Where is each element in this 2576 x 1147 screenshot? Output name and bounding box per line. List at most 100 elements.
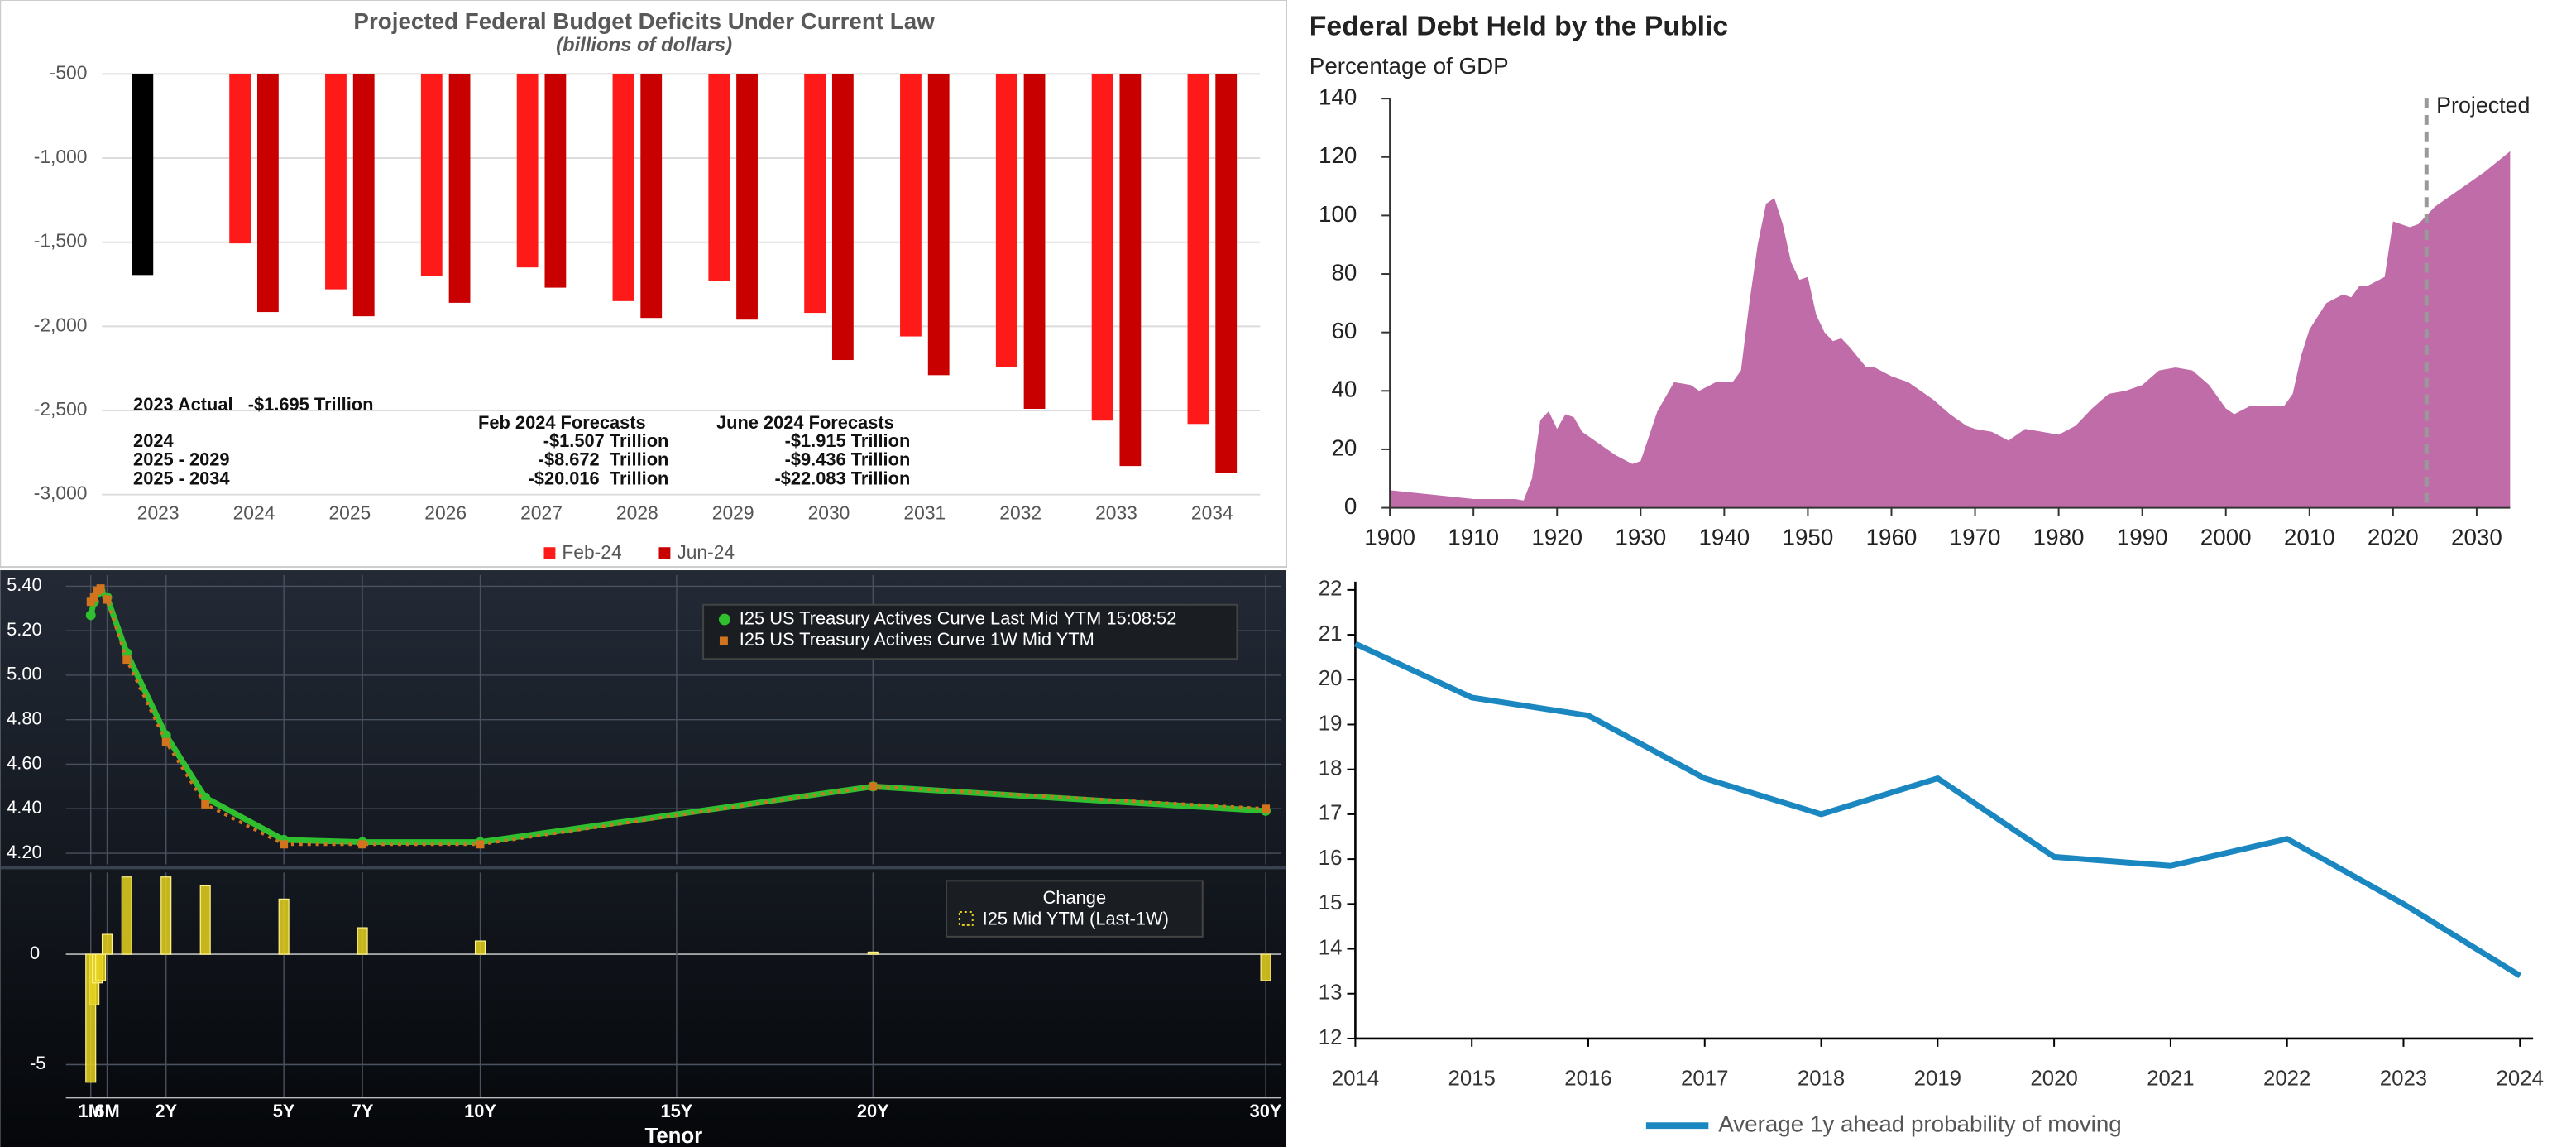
- legend-swatch: [658, 547, 671, 559]
- marker: [89, 593, 98, 602]
- annotation: -$22.083 Trillion: [774, 468, 910, 489]
- legend-box: [702, 603, 1238, 660]
- legend-label: Feb-24: [562, 541, 622, 563]
- bar: [1187, 74, 1209, 425]
- y-tick-label: 15: [1319, 891, 1343, 914]
- y-tick-label: 19: [1319, 712, 1343, 735]
- y-tick-label: 4.40: [7, 797, 41, 818]
- legend-box: [945, 880, 1204, 938]
- annotation: 2024: [133, 430, 174, 451]
- legend-label: I25 Mid YTM (Last-1W): [983, 909, 1169, 929]
- bar: [1260, 953, 1271, 981]
- panel: [0, 570, 1287, 1147]
- annotation: June 2024 Forecasts: [716, 412, 894, 433]
- bar: [927, 74, 950, 376]
- y-tick-label: 5.00: [7, 664, 41, 684]
- x-tick-label: 2020: [2030, 1067, 2077, 1090]
- x-tick-label: 30Y: [1250, 1101, 1282, 1121]
- marker: [160, 730, 171, 741]
- bar: [995, 74, 1017, 367]
- x-tick-label: 2026: [424, 502, 467, 524]
- y-tick-label: 140: [1319, 84, 1357, 109]
- y-tick-label: -2,500: [34, 398, 88, 420]
- x-tick-label: 2000: [2200, 525, 2252, 550]
- y-tick-label: 12: [1319, 1026, 1343, 1049]
- x-tick-label: 1960: [1866, 525, 1918, 550]
- y-tick-label: -2,000: [34, 314, 88, 335]
- marker: [201, 799, 210, 809]
- bar: [804, 74, 826, 314]
- y-tick-label: 20: [1331, 434, 1357, 460]
- x-tick-label: 2024: [233, 502, 275, 524]
- line: [1353, 641, 2522, 979]
- chart-title: Federal Debt Held by the Public: [1310, 11, 1728, 42]
- marker: [103, 595, 112, 604]
- x-tick-label: 2025: [328, 502, 371, 524]
- bar: [199, 885, 211, 955]
- x-tick-label: 2030: [2451, 525, 2502, 550]
- y-tick-label: 120: [1319, 142, 1357, 168]
- x-tick-label: 2018: [1798, 1067, 1845, 1090]
- y-tick-label: 20: [1319, 667, 1343, 690]
- bar: [708, 74, 730, 281]
- legend-label: Jun-24: [677, 541, 735, 563]
- legend-title: Change: [1043, 887, 1106, 908]
- annotation: -$20.016 Trillion: [529, 468, 669, 489]
- legend-label: I25 US Treasury Actives Curve 1W Mid YTM: [740, 629, 1094, 650]
- x-tick-label: 2023: [137, 502, 180, 524]
- bar: [420, 74, 443, 276]
- x-axis-label: Tenor: [644, 1125, 702, 1147]
- marker: [96, 584, 105, 593]
- legend-swatch: [543, 547, 556, 559]
- x-tick-label: 2024: [2497, 1067, 2544, 1090]
- y-tick-label: 40: [1331, 377, 1357, 402]
- x-tick-label: 2019: [1914, 1067, 1961, 1090]
- chart-title: Projected Federal Budget Deficits Under …: [353, 8, 935, 34]
- y-tick-label: -500: [50, 61, 88, 83]
- marker: [869, 782, 878, 791]
- x-tick-label: 2010: [2284, 525, 2335, 550]
- marker: [200, 792, 211, 803]
- legend-swatch: [958, 911, 974, 926]
- x-tick-label: 6M: [94, 1101, 119, 1121]
- y-tick-label: 13: [1319, 981, 1343, 1005]
- bar: [325, 74, 347, 290]
- y-tick-label: 18: [1319, 757, 1343, 780]
- x-tick-label: 2020: [2368, 525, 2419, 550]
- y-tick-label: 4.80: [7, 708, 41, 728]
- chart-subtitle: Percentage of GDP: [1310, 53, 1509, 79]
- annotation: Feb 2024 Forecasts: [478, 412, 646, 433]
- annotation: 2025 - 2034: [133, 468, 230, 489]
- bar: [101, 933, 113, 955]
- annotation: Projected: [2436, 93, 2530, 118]
- marker: [161, 737, 170, 746]
- bar: [278, 898, 290, 955]
- y-tick-label: 80: [1331, 259, 1357, 285]
- bar: [544, 74, 567, 288]
- legend-label: Average 1y ahead probability of moving: [1718, 1111, 2122, 1137]
- marker: [85, 610, 96, 621]
- y-tick-label: 21: [1319, 622, 1343, 645]
- x-tick-label: 2017: [1681, 1067, 1728, 1090]
- x-tick-label: 1940: [1698, 525, 1750, 550]
- area: [1390, 151, 2511, 508]
- marker: [476, 840, 485, 849]
- annotation: -$1.915 Trillion: [785, 430, 911, 451]
- y-tick-label: 0: [30, 943, 40, 963]
- x-tick-label: 2021: [2147, 1067, 2194, 1090]
- x-tick-label: 20Y: [857, 1101, 889, 1121]
- annotation: -$8.672 Trillion: [539, 449, 669, 470]
- bar: [612, 74, 634, 301]
- marker: [358, 840, 367, 849]
- bar: [736, 74, 758, 320]
- y-tick-label: -5: [30, 1053, 45, 1073]
- x-tick-label: 2022: [2263, 1067, 2310, 1090]
- y-tick-label: 16: [1319, 847, 1343, 870]
- bar: [121, 876, 132, 955]
- bar: [867, 951, 879, 955]
- x-tick-label: 2014: [1332, 1067, 1379, 1090]
- legend-swatch: [719, 636, 728, 645]
- y-tick-label: 0: [1344, 493, 1357, 519]
- x-tick-label: 5Y: [273, 1101, 295, 1121]
